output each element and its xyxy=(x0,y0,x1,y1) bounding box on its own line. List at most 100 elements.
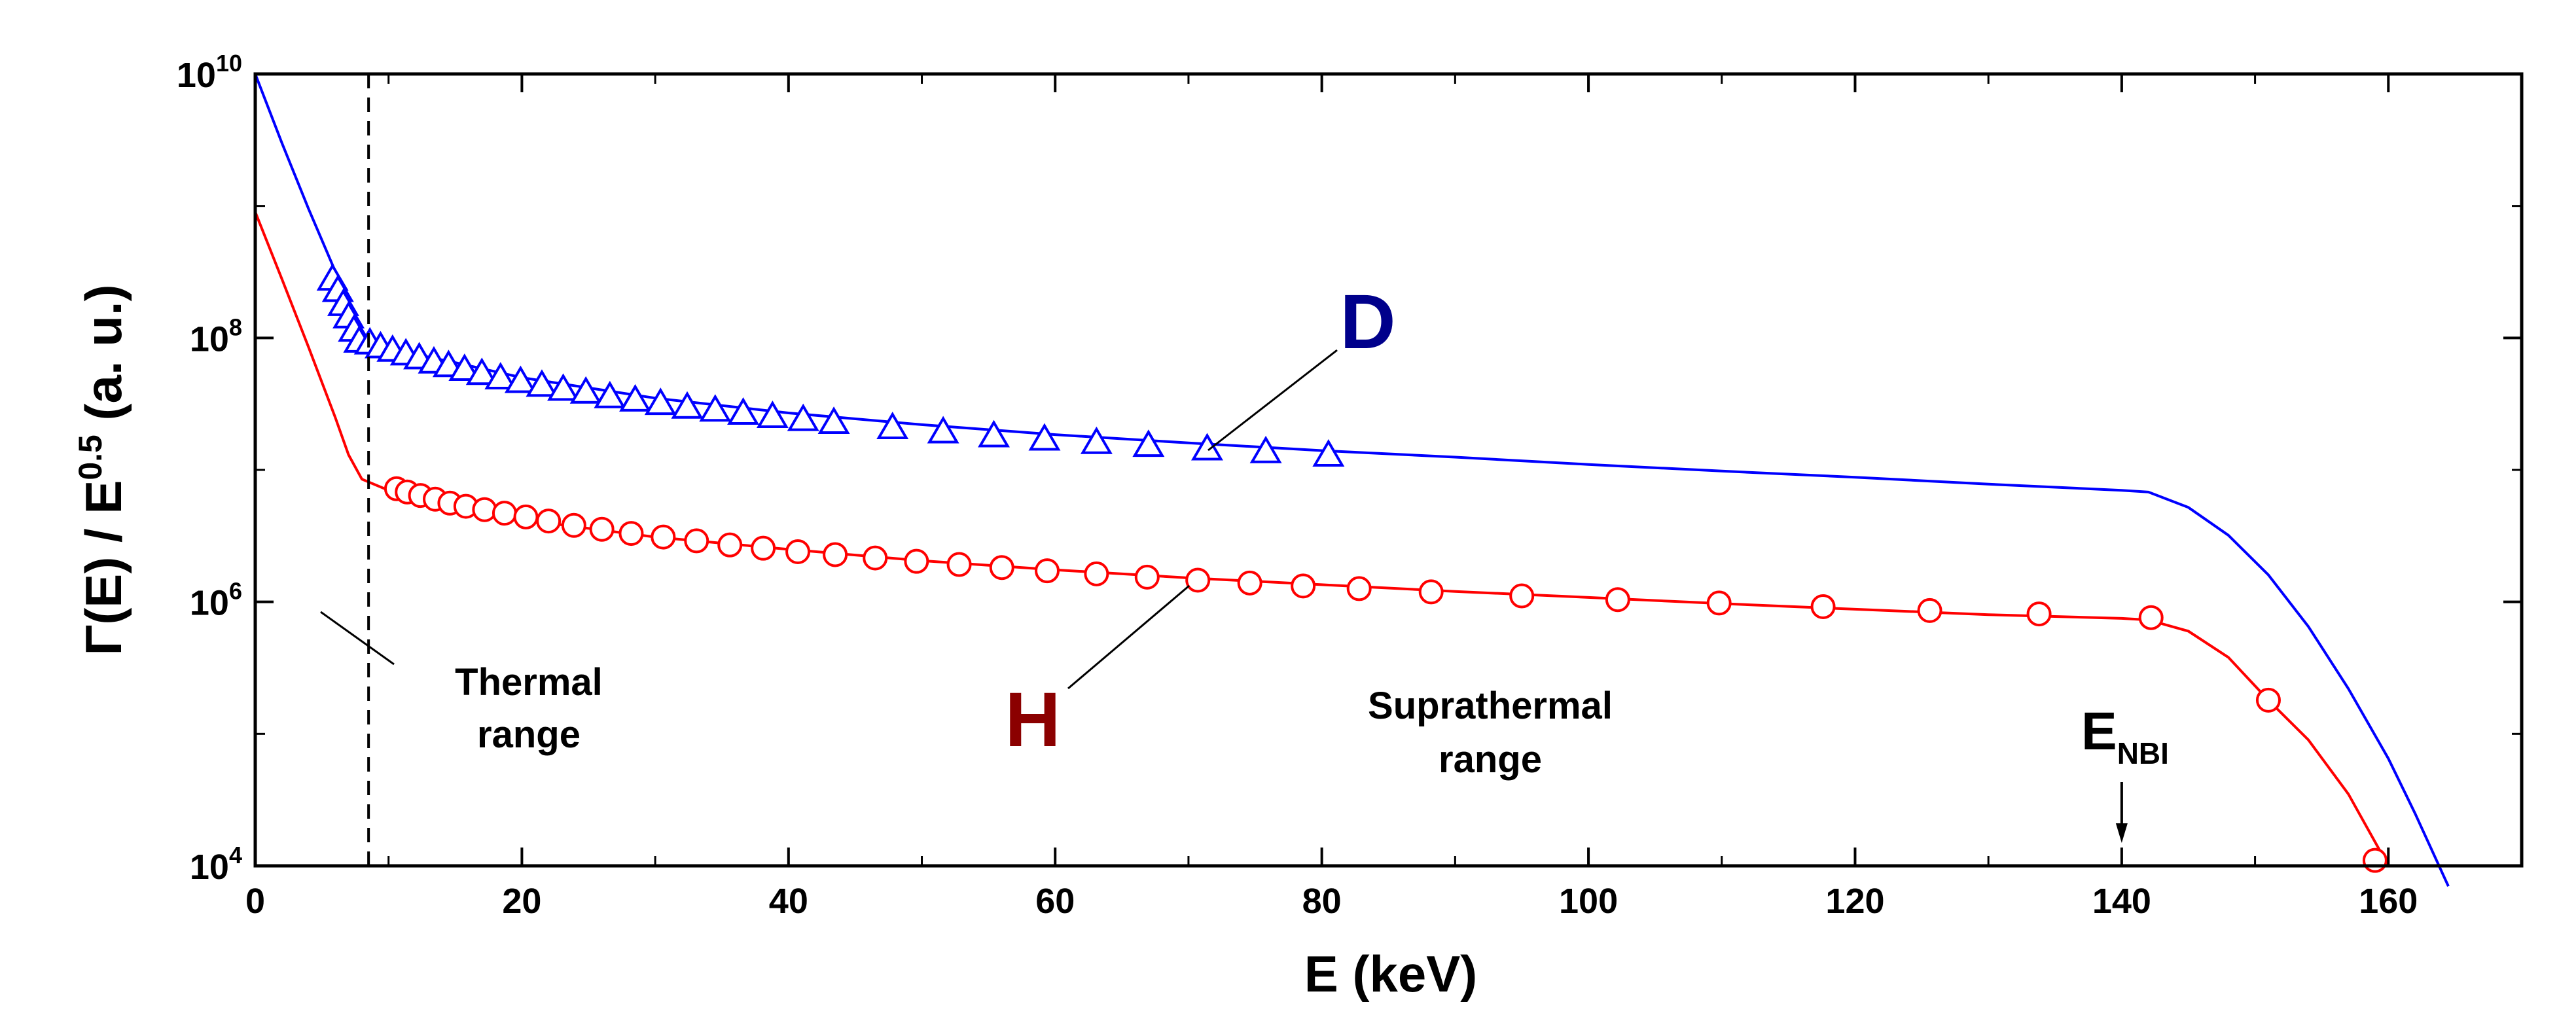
y-axis-title-main: Γ(E) / E xyxy=(75,480,132,656)
series-h-point xyxy=(1084,561,1109,586)
series-h-point xyxy=(1237,570,1262,596)
thermal-leader-line xyxy=(320,611,395,666)
series-d-point xyxy=(1080,426,1113,454)
series-h-point xyxy=(751,535,776,561)
y-tick-exponent: 4 xyxy=(229,842,242,868)
series-d-point xyxy=(927,416,959,444)
x-tick-label: 140 xyxy=(2092,882,2151,921)
series-h-point xyxy=(492,501,517,526)
series-h-point xyxy=(1509,583,1535,609)
enbi-label-sub: NBI xyxy=(2117,736,2169,770)
species-label-d: D xyxy=(1340,279,1395,365)
suprathermal-label: Suprathermal xyxy=(1368,685,1613,727)
x-tick-label: 60 xyxy=(1035,882,1075,921)
d-leader-line xyxy=(1208,349,1338,452)
series-h-point xyxy=(989,555,1014,581)
y-tick-label: 108 xyxy=(190,313,242,359)
x-tick-label: 100 xyxy=(1559,882,1618,921)
series-h-point xyxy=(904,548,929,574)
series-d-point xyxy=(569,376,602,404)
series-h-line xyxy=(254,211,2390,866)
series-d-point xyxy=(594,380,626,408)
species-label-h: H xyxy=(1005,677,1060,763)
series-h-point xyxy=(785,539,811,564)
series-h-point xyxy=(1134,564,1160,590)
x-tick-label: 20 xyxy=(502,882,541,921)
series-h-point xyxy=(1185,567,1211,593)
series-h-point xyxy=(1418,579,1444,605)
series-h-point xyxy=(472,497,497,522)
x-tick-label: 120 xyxy=(1825,882,1884,921)
series-h-point xyxy=(1810,594,1836,619)
series-d-point xyxy=(756,401,789,429)
series-markers xyxy=(316,263,2388,873)
series-h-point xyxy=(863,545,888,571)
series-h-point xyxy=(717,532,743,558)
plot-frame xyxy=(253,72,2524,868)
series-d-point xyxy=(619,384,652,412)
y-axis-title-sup: 0.5 xyxy=(72,435,109,480)
series-h-point xyxy=(1291,573,1316,599)
series-h-point xyxy=(2255,687,2281,713)
series-h-point xyxy=(589,516,615,542)
y-tick-base: 10 xyxy=(190,848,229,887)
series-h-point xyxy=(823,542,848,567)
series-d-point xyxy=(1028,423,1061,451)
y-tick-label: 1010 xyxy=(177,50,242,95)
series-d-point xyxy=(1190,433,1223,461)
series-d-point xyxy=(526,369,558,397)
series-d-point xyxy=(547,373,580,401)
series-h-point xyxy=(684,528,709,554)
series-h-point xyxy=(1346,576,1372,601)
series-h-point xyxy=(1605,587,1630,613)
y-tick-base: 10 xyxy=(177,56,216,95)
series-d-point xyxy=(876,412,909,440)
series-h-point xyxy=(2138,605,2164,630)
series-d-point xyxy=(644,387,677,416)
x-axis-title: E (keV) xyxy=(1304,945,1477,1003)
enbi-label: ENBI xyxy=(2081,702,2169,770)
series-d-point xyxy=(1312,439,1345,467)
series-d-point xyxy=(1132,429,1165,457)
series-h-point xyxy=(561,512,586,538)
x-tick-label: 80 xyxy=(1302,882,1342,921)
x-axis-ticks: 0 20 40 60 80 100 120 140 160 xyxy=(245,74,2418,921)
x-tick-label: 0 xyxy=(245,882,265,921)
x-tick-label: 40 xyxy=(769,882,808,921)
y-tick-label: 104 xyxy=(190,842,242,887)
y-axis-title-tail: (a. u.) xyxy=(75,284,132,435)
series-d-point xyxy=(817,406,850,435)
series-h-point xyxy=(1035,558,1060,584)
series-h-point xyxy=(1706,590,1732,616)
series-d-point xyxy=(448,353,481,382)
y-tick-exponent: 8 xyxy=(229,313,242,340)
series-h-point xyxy=(946,552,972,577)
series-d-point xyxy=(1249,435,1282,463)
thermal-label: Thermal xyxy=(455,661,603,704)
series-d-point xyxy=(484,362,517,390)
series-h-point xyxy=(536,509,562,534)
series-d-point xyxy=(671,391,704,419)
series-d-point xyxy=(787,403,819,431)
series-d-point xyxy=(727,397,760,425)
series-h-point xyxy=(2362,848,2388,873)
h-leader-line xyxy=(1067,584,1190,690)
series-d-point xyxy=(699,394,732,422)
enbi-label-main: E xyxy=(2081,702,2117,761)
thermal-range-label: range xyxy=(477,713,581,756)
y-tick-exponent: 10 xyxy=(216,50,242,77)
series-h-point xyxy=(2026,601,2052,627)
y-axis-title: Γ(E) / E0.5 (a. u.) xyxy=(72,284,132,655)
y-tick-base: 10 xyxy=(190,584,229,623)
enbi-arrow-head xyxy=(2115,823,2128,843)
x-tick-label: 160 xyxy=(2359,882,2418,921)
series-d-point xyxy=(978,420,1011,448)
series-d-point xyxy=(504,365,537,393)
series-h-point xyxy=(513,504,539,529)
y-tick-exponent: 6 xyxy=(229,578,242,605)
y-tick-base: 10 xyxy=(190,319,229,359)
series-d-point xyxy=(465,357,498,385)
series-h-point xyxy=(651,524,676,550)
suprathermal-range-label: range xyxy=(1439,738,1542,781)
